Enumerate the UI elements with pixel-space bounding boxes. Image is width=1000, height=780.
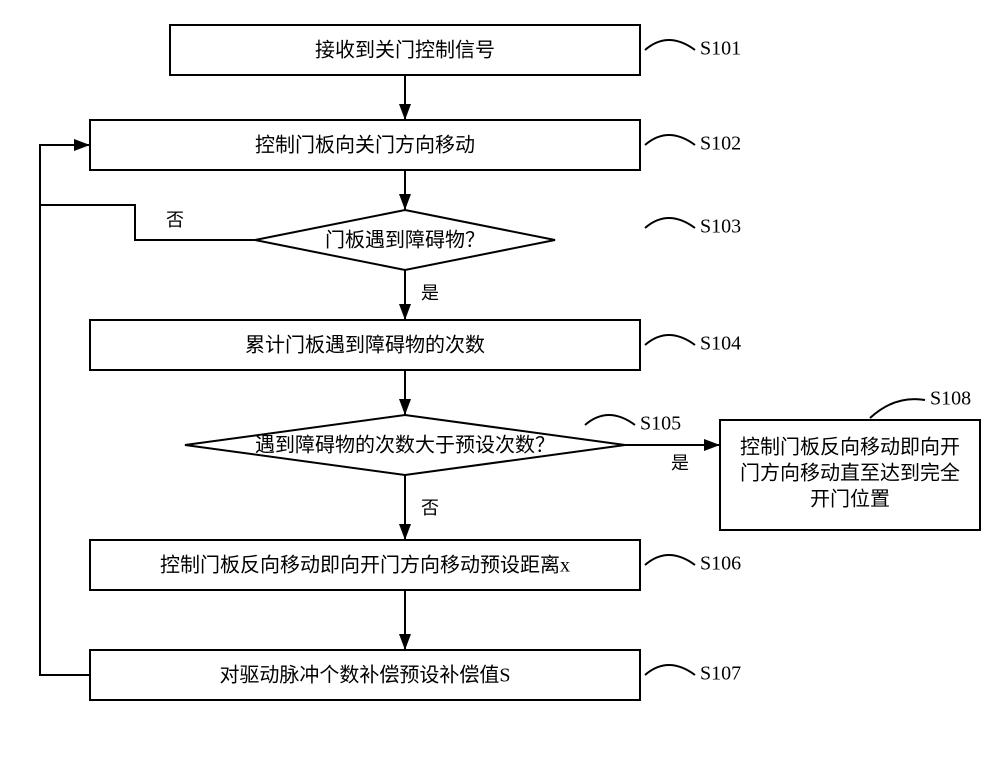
step-label-s103: S103 — [700, 216, 741, 238]
step-label-s102: S102 — [700, 133, 741, 155]
node-s105-text: 遇到障碍物的次数大于预设次数？ — [255, 434, 555, 457]
node-s108-text: 控制门板反向移动即向开 — [740, 436, 960, 459]
step-label-s105: S105 — [640, 413, 681, 435]
node-s103-text: 门板遇到障碍物？ — [325, 229, 485, 252]
node-s102-text: 控制门板向关门方向移动 — [255, 134, 475, 157]
step-label-s104: S104 — [700, 333, 741, 355]
node-s101-text: 接收到关门控制信号 — [315, 39, 495, 62]
node-s108-text: 门方向移动直至达到完全 — [740, 462, 960, 485]
edge-label: 是 — [671, 453, 689, 473]
edge-label: 否 — [421, 498, 439, 518]
step-label-s101: S101 — [700, 38, 741, 60]
flowchart: 是否否是接收到关门控制信号控制门板向关门方向移动门板遇到障碍物？累计门板遇到障碍… — [0, 0, 1000, 780]
node-s106-text: 控制门板反向移动即向开门方向移动预设距离x — [160, 554, 570, 577]
step-label-s107: S107 — [700, 663, 741, 685]
edge-label: 是 — [421, 283, 439, 303]
node-s108-text: 开门位置 — [810, 488, 890, 511]
step-label-s106: S106 — [700, 553, 741, 575]
step-label-s108: S108 — [930, 388, 971, 410]
node-s107-text: 对驱动脉冲个数补偿预设补偿值S — [219, 664, 510, 687]
node-s104-text: 累计门板遇到障碍物的次数 — [245, 334, 485, 357]
edge-label: 否 — [166, 210, 184, 230]
